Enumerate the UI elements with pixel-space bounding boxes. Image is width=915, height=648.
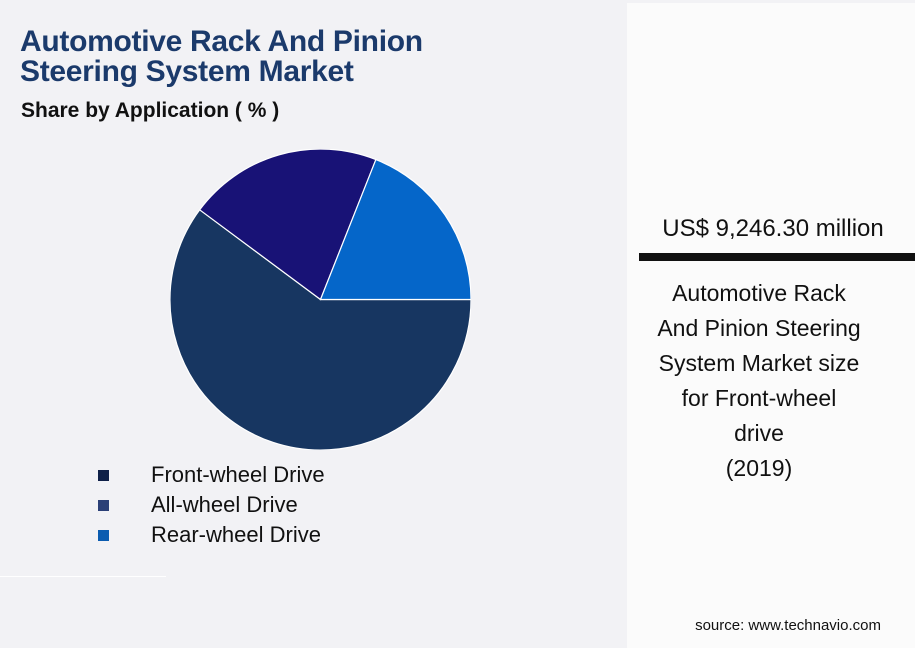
legend-label: Rear-wheel Drive	[151, 522, 321, 547]
divider	[0, 576, 166, 577]
slice-all-wheel-drive	[198, 149, 377, 301]
slice-front-wheel-drive	[170, 208, 471, 450]
legend-swatch-icon	[98, 469, 109, 481]
legend-swatch-icon	[98, 529, 109, 541]
title-line-2: Steering System Market	[20, 55, 354, 88]
legend-label: Front-wheel Drive	[151, 462, 325, 487]
legend-item-front-wheel: Front-wheel Drive	[98, 460, 325, 490]
legend-label: All-wheel Drive	[151, 492, 298, 517]
chart-legend: Front-wheel Drive All-wheel Drive Rear-w…	[98, 460, 325, 550]
kpi-value: US$ 9,246.30 million	[662, 215, 884, 242]
source-credit: source: www.technavio.com	[695, 617, 881, 634]
legend-swatch-icon	[98, 499, 109, 511]
kpi-panel: US$ 9,246.30 million Automotive Rack And…	[627, 3, 915, 648]
slice-rear-wheel-drive	[319, 158, 471, 301]
legend-item-rear-wheel: Rear-wheel Drive	[98, 520, 325, 550]
title-line-1: Automotive Rack And Pinion	[20, 25, 423, 58]
pie-chart	[170, 149, 471, 450]
kpi-description: Automotive Rack And Pinion Steering Syst…	[657, 280, 861, 481]
kpi-divider	[639, 253, 915, 261]
page-title: Automotive Rack And Pinion Steering Syst…	[20, 27, 423, 87]
legend-item-all-wheel: All-wheel Drive	[98, 490, 325, 520]
chart-subtitle: Share by Application ( % )	[21, 99, 280, 122]
